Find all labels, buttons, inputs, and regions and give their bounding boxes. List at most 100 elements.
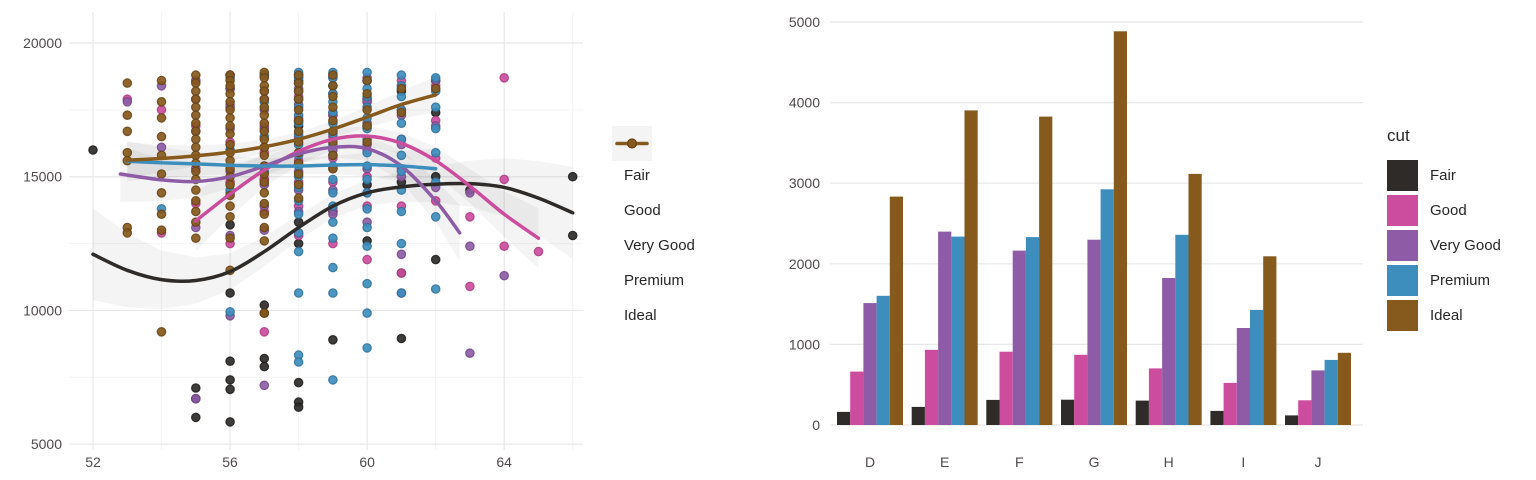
bar-H-ideal	[1188, 173, 1202, 425]
bar-F-very-good	[1012, 250, 1026, 425]
scatter-point	[225, 113, 235, 123]
scatter-point	[225, 233, 235, 243]
bar-I-very-good	[1236, 328, 1250, 425]
scatter-point	[362, 204, 372, 214]
scatter-point	[362, 308, 372, 318]
bar-I-ideal	[1263, 256, 1277, 425]
legend-item-label: Premium	[1430, 272, 1491, 289]
scatter-point	[293, 246, 304, 257]
y-tick-label: 5000	[31, 436, 62, 452]
bar-F-good	[999, 351, 1013, 425]
legend-item-ideal: Ideal	[612, 126, 772, 333]
y-tick-label: 4000	[789, 95, 820, 111]
scatter-point	[225, 105, 235, 115]
scatter-point	[225, 121, 235, 131]
scatter-point	[293, 288, 304, 298]
scatter-point	[191, 233, 201, 243]
x-tick-label: 60	[359, 454, 375, 470]
scatter-point	[156, 169, 167, 179]
scatter-point	[259, 134, 270, 145]
scatter-point	[259, 326, 270, 337]
scatter-point	[567, 171, 578, 182]
legend-item-label: Ideal	[624, 307, 657, 324]
x-tick-label: F	[1015, 454, 1024, 470]
scatter-point	[225, 81, 235, 91]
scatter-point	[191, 206, 201, 217]
ribbon-fair	[92, 158, 573, 310]
y-tick-label: 15000	[23, 169, 62, 185]
scatter-point	[122, 97, 133, 107]
scatter-point	[362, 174, 372, 185]
scatter-point	[225, 139, 235, 150]
scatter-point	[259, 353, 270, 364]
scatter-point	[259, 86, 270, 96]
scatter-point	[293, 126, 304, 137]
smooth-line-fair	[91, 181, 575, 283]
y-tick-label: 3000	[789, 175, 820, 191]
scatter-point	[225, 384, 235, 395]
scatter-point	[191, 142, 201, 153]
scatter-point	[191, 126, 201, 137]
scatter-point	[225, 220, 235, 230]
scatter-point	[396, 118, 407, 128]
bar-G-premium	[1100, 189, 1114, 425]
scatter-point	[293, 169, 304, 179]
smooth-line-good	[194, 134, 541, 240]
scatter-point	[259, 308, 270, 318]
x-tick-label: 52	[85, 454, 101, 470]
legend-key-line-point	[612, 126, 652, 161]
scatter-point	[362, 343, 372, 353]
y-tick-label: 1000	[789, 336, 820, 352]
scatter-point	[191, 393, 201, 404]
scatter-point	[191, 110, 201, 120]
smooth-curves	[91, 93, 575, 283]
scatter-point	[430, 123, 441, 134]
scatter-point	[328, 233, 338, 243]
bar-E-fair	[911, 406, 925, 425]
scatter-point	[293, 357, 304, 367]
scatter-point	[465, 188, 475, 198]
scatter-point	[191, 118, 201, 128]
bar-J-premium	[1324, 359, 1338, 425]
scatter-point	[396, 70, 407, 80]
scatter-point	[396, 238, 407, 249]
x-tick-label: J	[1315, 454, 1322, 470]
scatter-point	[293, 115, 304, 126]
axis-labels: 0 1000 2000 3000 4000 5000 D E F G H I J	[789, 14, 1322, 470]
scatter-point	[396, 268, 407, 278]
legend-item-premium: Premium	[1387, 263, 1536, 298]
smooth-line-ideal	[125, 93, 438, 162]
scatter-point	[225, 129, 235, 139]
bar-group-E	[911, 110, 978, 426]
scatter-point	[259, 361, 270, 372]
scatter-point	[362, 278, 372, 289]
x-tick-label: E	[940, 454, 949, 470]
scatter-point	[430, 83, 441, 94]
scatter-point	[293, 86, 304, 96]
scatter-point	[362, 137, 372, 147]
scatter-point	[396, 249, 407, 260]
scatter-point	[396, 83, 407, 94]
scatter-point	[293, 105, 304, 115]
bar-group-D	[837, 196, 903, 425]
scatter-point	[259, 126, 270, 137]
left-legend-items: Fair Good Very Good Premium Ideal	[612, 126, 772, 333]
scatter-point	[328, 81, 338, 91]
y-tick-label: 20000	[23, 35, 62, 51]
scatter-point	[259, 300, 270, 310]
scatter-point	[293, 402, 304, 412]
scatter-point	[156, 105, 167, 115]
bar-E-premium	[951, 236, 965, 425]
legend-item-fair: Fair	[1387, 158, 1536, 193]
y-tick-label: 10000	[23, 302, 62, 318]
bars	[837, 31, 1351, 426]
legend-key-swatch	[1387, 160, 1418, 191]
scatter-point	[328, 288, 338, 298]
smooth-line-premium	[125, 159, 438, 171]
scatter-point	[328, 150, 338, 161]
legend-item-good: Good	[1387, 193, 1536, 228]
scatter-point	[362, 89, 372, 99]
scatter-point	[259, 118, 270, 128]
scatter-point	[499, 241, 509, 251]
scatter-point	[191, 70, 201, 80]
